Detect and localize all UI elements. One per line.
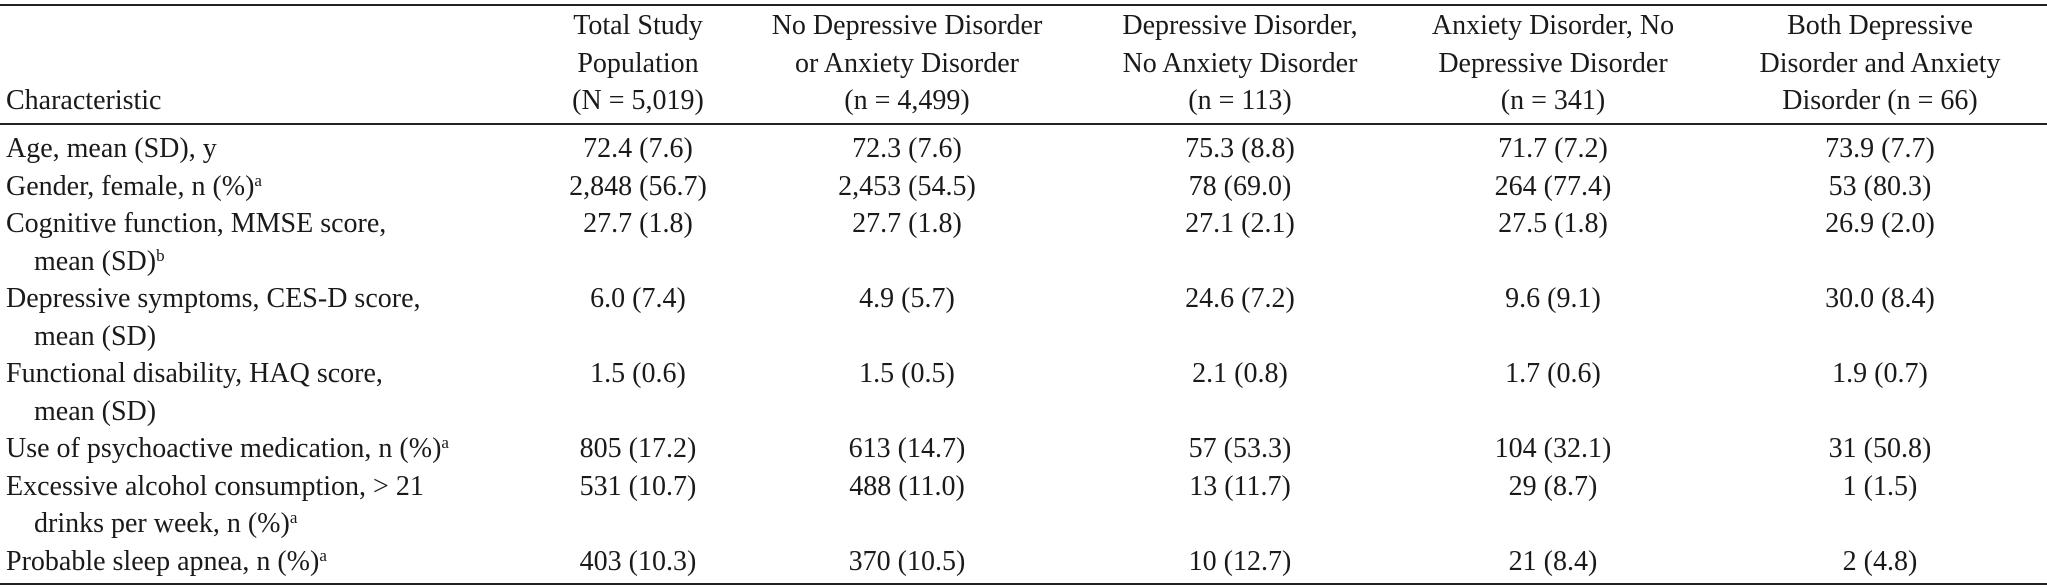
cell: 488 (11.0) bbox=[849, 470, 965, 502]
column-header: No Depressive Disorder bbox=[771, 10, 1043, 41]
footnote-mark: a bbox=[254, 170, 262, 190]
column-header: (n = 113) bbox=[1188, 85, 1292, 116]
bottom-rule bbox=[0, 583, 2047, 585]
column-header: Anxiety Disorder, No bbox=[1431, 10, 1675, 41]
column-header: Depressive Disorder, bbox=[1122, 10, 1358, 41]
cell: 27.7 (1.8) bbox=[583, 208, 693, 239]
row-label: drinks per week, n (%)a bbox=[34, 508, 298, 539]
cell: 27.5 (1.8) bbox=[1498, 208, 1608, 239]
row-label: Functional disability, HAQ score, bbox=[6, 358, 383, 389]
footnote-mark: a bbox=[319, 545, 327, 565]
row-label: Use of psychoactive medication, n (%)a bbox=[6, 433, 449, 464]
cell: 29 (8.7) bbox=[1508, 470, 1598, 502]
cell: 9.6 (9.1) bbox=[1505, 283, 1601, 314]
footnote-mark: b bbox=[156, 245, 165, 265]
row-label: Probable sleep apnea, n (%)a bbox=[6, 545, 327, 577]
cell: 27.1 (2.1) bbox=[1185, 208, 1295, 239]
cell: 73.9 (7.7) bbox=[1825, 133, 1935, 164]
row-label: Cognitive function, MMSE score, bbox=[6, 208, 387, 239]
row-label: Excessive alcohol consumption, > 21 bbox=[6, 470, 424, 502]
cell: 370 (10.5) bbox=[848, 545, 966, 577]
cell: 2.1 (0.8) bbox=[1192, 358, 1288, 389]
row-label: mean (SD) bbox=[34, 395, 157, 427]
cell: 613 (14.7) bbox=[848, 433, 966, 464]
footnote-mark: a bbox=[289, 508, 298, 527]
footnote-mark: a bbox=[441, 433, 449, 452]
cell: 27.7 (1.8) bbox=[852, 208, 962, 239]
column-header: Depressive Disorder bbox=[1438, 47, 1668, 79]
row-label: mean (SD) bbox=[34, 320, 157, 352]
cell: 2 (4.8) bbox=[1842, 545, 1918, 577]
cell: 78 (69.0) bbox=[1188, 170, 1292, 202]
cell: 264 (77.4) bbox=[1494, 170, 1612, 202]
top-rule bbox=[0, 4, 2047, 6]
cell: 21 (8.4) bbox=[1508, 545, 1598, 577]
cell: 75.3 (8.8) bbox=[1185, 133, 1295, 164]
column-header: (N = 5,019) bbox=[572, 85, 704, 116]
row-label: Gender, female, n (%)a bbox=[6, 170, 262, 202]
cell: 104 (32.1) bbox=[1494, 433, 1612, 464]
cell: 531 (10.7) bbox=[579, 470, 697, 502]
row-label: Depressive symptoms, CES-D score, bbox=[6, 283, 421, 314]
column-header: Both Depressive bbox=[1787, 10, 1973, 41]
cell: 403 (10.3) bbox=[579, 545, 697, 577]
cell: 24.6 (7.2) bbox=[1185, 283, 1295, 314]
cell: 31 (50.8) bbox=[1828, 433, 1932, 464]
cell: 1.5 (0.5) bbox=[859, 358, 955, 389]
cell: 805 (17.2) bbox=[579, 433, 697, 464]
cell: 71.7 (7.2) bbox=[1498, 133, 1608, 164]
column-header: (n = 4,499) bbox=[844, 85, 970, 116]
column-header: Disorder (n = 66) bbox=[1782, 85, 1978, 116]
column-header: Characteristic bbox=[6, 85, 162, 116]
cell: 72.3 (7.6) bbox=[852, 133, 962, 164]
cell: 2,848 (56.7) bbox=[569, 170, 707, 202]
cell: 6.0 (7.4) bbox=[590, 283, 686, 314]
column-header: Population bbox=[577, 47, 699, 79]
cell: 30.0 (8.4) bbox=[1825, 283, 1935, 314]
cell: 1 (1.5) bbox=[1842, 470, 1918, 502]
cell: 26.9 (2.0) bbox=[1825, 208, 1935, 239]
header-rule bbox=[0, 123, 2047, 125]
column-header: Total Study bbox=[573, 10, 703, 41]
row-label: mean (SD)b bbox=[34, 245, 165, 277]
cell: 53 (80.3) bbox=[1828, 170, 1932, 202]
column-header: Disorder and Anxiety bbox=[1759, 47, 2001, 79]
cell: 2,453 (54.5) bbox=[838, 170, 976, 202]
cell: 1.7 (0.6) bbox=[1505, 358, 1601, 389]
cell: 72.4 (7.6) bbox=[583, 133, 693, 164]
column-header: No Anxiety Disorder bbox=[1122, 47, 1358, 79]
cell: 57 (53.3) bbox=[1188, 433, 1292, 464]
cell: 4.9 (5.7) bbox=[859, 283, 955, 314]
row-label: Age, mean (SD), y bbox=[6, 133, 217, 164]
cell: 13 (11.7) bbox=[1189, 470, 1291, 502]
column-header: or Anxiety Disorder bbox=[795, 47, 1019, 79]
cell: 1.5 (0.6) bbox=[590, 358, 686, 389]
column-header: (n = 341) bbox=[1500, 85, 1606, 116]
cell: 1.9 (0.7) bbox=[1832, 358, 1928, 389]
cell: 10 (12.7) bbox=[1188, 545, 1292, 577]
